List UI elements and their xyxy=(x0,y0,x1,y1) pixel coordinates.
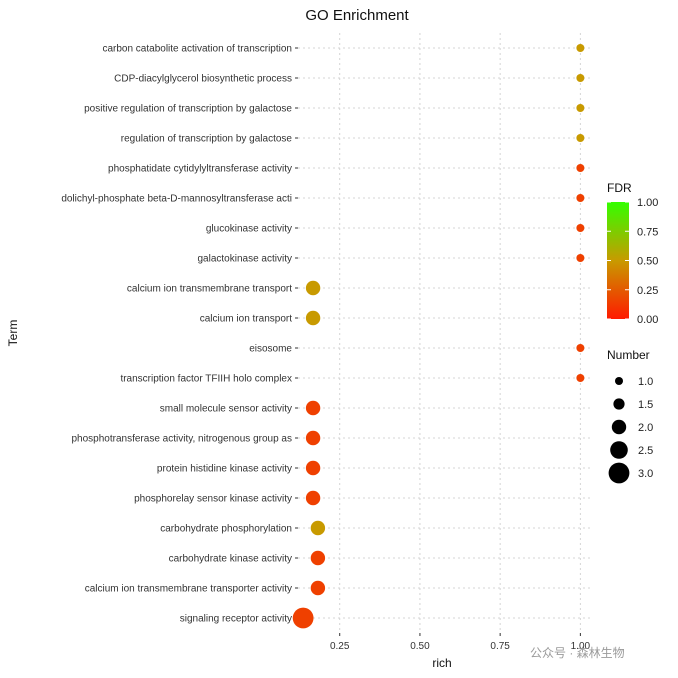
x-axis-title: rich xyxy=(432,656,451,670)
fdr-tick-label: 0.75 xyxy=(637,226,658,238)
fdr-tick-label: 1.00 xyxy=(637,197,658,209)
term-label: eisosome xyxy=(249,344,292,355)
fdr-colorbar xyxy=(607,202,629,319)
enrichment-point xyxy=(576,164,585,172)
term-label: phosphatidate cytidylyltransferase activ… xyxy=(108,164,292,175)
term-label: phosphotransferase activity, nitrogenous… xyxy=(71,434,292,445)
enrichment-point xyxy=(305,310,321,326)
grid-lines xyxy=(298,33,590,633)
number-legend-dot xyxy=(610,441,628,459)
plot-panel xyxy=(298,33,590,633)
term-label: calcium ion transmembrane transport xyxy=(127,284,292,295)
term-label: carbohydrate phosphorylation xyxy=(160,524,292,535)
term-label: signaling receptor activity xyxy=(180,614,292,625)
enrichment-point xyxy=(576,224,585,232)
enrichment-point xyxy=(305,460,321,476)
chart-title: GO Enrichment xyxy=(305,7,409,24)
fdr-tick-label: 0.00 xyxy=(637,314,658,326)
term-label: carbohydrate kinase activity xyxy=(169,554,292,565)
number-legend-label: 2.0 xyxy=(638,422,653,434)
enrichment-point xyxy=(310,580,326,596)
number-legend-label: 2.5 xyxy=(638,445,653,457)
number-legend-dot xyxy=(613,398,625,410)
term-label: small molecule sensor activity xyxy=(160,404,292,415)
number-legend-dot xyxy=(615,377,623,385)
term-label: CDP-diacylglycerol biosynthetic process xyxy=(114,74,292,85)
enrichment-point xyxy=(576,134,585,142)
term-label: carbon catabolite activation of transcri… xyxy=(102,44,292,55)
x-tick-label: 1.00 xyxy=(571,641,591,652)
enrichment-point xyxy=(310,520,326,536)
term-label: regulation of transcription by galactose xyxy=(121,134,293,145)
y-axis-title: Term xyxy=(6,320,20,347)
fdr-tick-label: 0.25 xyxy=(637,285,658,297)
number-legend-dot xyxy=(611,419,627,435)
x-tick-label: 0.75 xyxy=(490,641,510,652)
enrichment-point xyxy=(305,280,321,296)
term-label: galactokinase activity xyxy=(198,254,293,265)
term-label: positive regulation of transcription by … xyxy=(84,104,292,115)
number-legend-label: 1.0 xyxy=(638,376,653,388)
x-axis-ticks: 0.25 0.50 0.75 1.00 xyxy=(330,633,591,652)
enrichment-point xyxy=(305,400,321,416)
term-label: dolichyl-phosphate beta-D-mannosyltransf… xyxy=(61,194,292,205)
term-label: calcium ion transmembrane transporter ac… xyxy=(85,584,292,595)
term-label: protein histidine kinase activity xyxy=(157,464,292,475)
fdr-legend-ticks: 1.00 0.75 0.50 0.25 0.00 xyxy=(607,197,658,326)
enrichment-point xyxy=(292,607,314,629)
y-axis-term-labels: carbon catabolite activation of transcri… xyxy=(61,44,298,625)
enrichment-point xyxy=(305,430,321,446)
enrichment-point xyxy=(576,104,585,112)
x-tick-label: 0.25 xyxy=(330,641,350,652)
watermark-text: 公众号 · 森林生物 xyxy=(530,645,625,660)
term-label: calcium ion transport xyxy=(200,314,292,325)
term-label: transcription factor TFIIH holo complex xyxy=(120,374,292,385)
number-legend-dot xyxy=(608,462,630,484)
fdr-tick-label: 0.50 xyxy=(637,256,658,268)
number-legend-items: 1.0 1.5 2.0 2.5 3.0 xyxy=(608,376,653,484)
enrichment-point xyxy=(576,344,585,352)
enrichment-point xyxy=(576,194,585,202)
enrichment-point xyxy=(576,44,585,52)
enrichment-point xyxy=(576,374,585,382)
number-legend-title: Number xyxy=(607,348,650,362)
fdr-legend-title: FDR xyxy=(607,181,632,195)
enrichment-point xyxy=(305,490,321,506)
enrichment-point xyxy=(576,74,585,82)
x-tick-label: 0.50 xyxy=(410,641,430,652)
enrichment-point xyxy=(310,550,326,566)
number-legend-label: 3.0 xyxy=(638,468,653,480)
term-label: glucokinase activity xyxy=(206,224,292,235)
data-points xyxy=(292,44,585,629)
term-label: phosphorelay sensor kinase activity xyxy=(134,494,292,505)
enrichment-point xyxy=(576,254,585,262)
number-legend-label: 1.5 xyxy=(638,399,653,411)
